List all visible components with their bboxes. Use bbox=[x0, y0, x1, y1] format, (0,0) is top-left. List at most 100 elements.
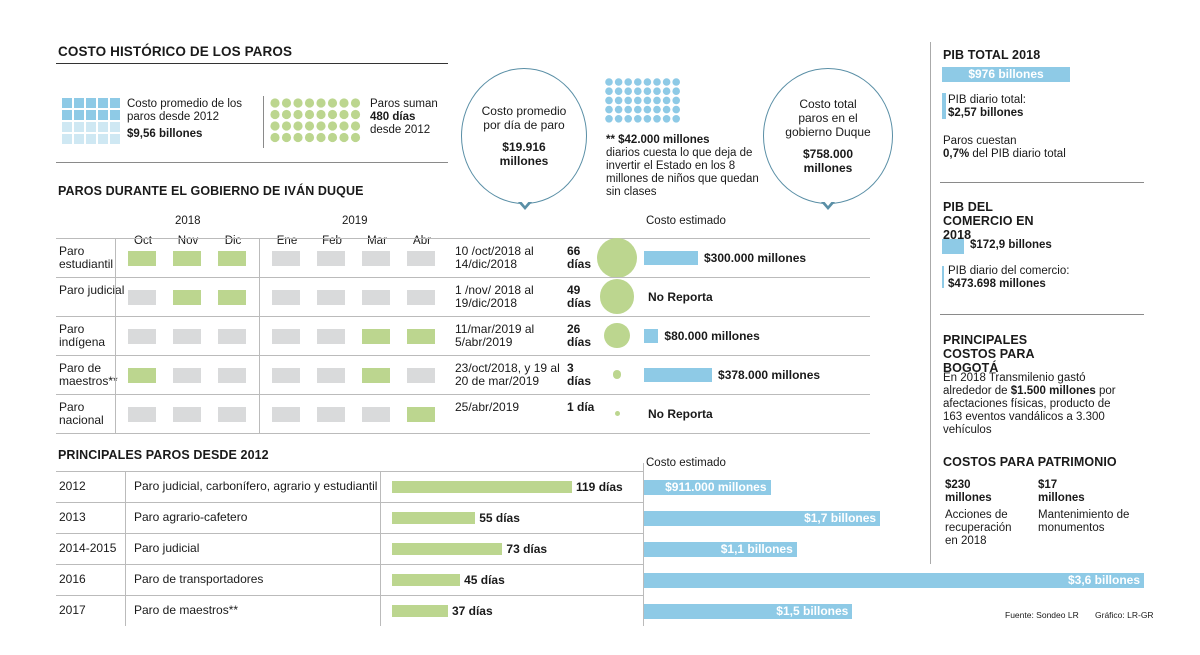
month-header-oct: Oct bbox=[134, 235, 152, 247]
since-days-bar bbox=[392, 573, 461, 586]
since-row-rule bbox=[56, 564, 644, 565]
duque-row-days: 49 días bbox=[567, 282, 592, 310]
month-inactive-cell bbox=[407, 367, 435, 383]
pib-daily-value: $2,57 billones bbox=[948, 107, 1024, 119]
since-cost-bar: $1,7 billones bbox=[644, 510, 881, 526]
bogota-text-1: En 2018 Transmilenio gastó alrededor de bbox=[943, 372, 1086, 397]
month-inactive-cell bbox=[272, 250, 300, 266]
duque-col-rule bbox=[259, 238, 260, 433]
month-active-cell bbox=[218, 250, 246, 266]
month-header-dic: Dic bbox=[224, 235, 242, 247]
blue-dot bbox=[653, 105, 661, 114]
month-active-cell bbox=[407, 406, 435, 422]
blue-dot bbox=[672, 78, 680, 86]
main-title: COSTO HISTÓRICO DE LOS PAROS bbox=[58, 44, 293, 59]
month-inactive-cell bbox=[173, 328, 201, 344]
paros-value: 480 días bbox=[370, 111, 416, 123]
green-dot bbox=[339, 98, 349, 108]
duque-row-name: Paro indígena bbox=[59, 321, 106, 349]
since-col-rule bbox=[380, 471, 381, 626]
summary-bottom-rule bbox=[56, 162, 448, 163]
since-cost-label: $1,7 billones bbox=[804, 510, 877, 525]
comercio-daily-label: PIB diario del comercio: bbox=[948, 265, 1070, 277]
bubble-duque-value: $758.000 millones bbox=[802, 147, 854, 175]
blue-dot bbox=[614, 105, 623, 114]
duque-cost-bar bbox=[644, 328, 659, 343]
pib-daily-label: PIB diario total: bbox=[948, 94, 1026, 106]
green-dot bbox=[327, 109, 338, 120]
pat2-text: Mantenimiento de monumentos bbox=[1038, 509, 1130, 534]
blue-dot bbox=[624, 115, 632, 123]
month-header-nov: Nov bbox=[177, 235, 199, 247]
month-inactive-cell bbox=[272, 328, 300, 344]
green-dot bbox=[339, 121, 349, 131]
month-active-cell bbox=[173, 289, 201, 305]
duque-title: PAROS DURANTE EL GOBIERNO DE IVÁN DUQUE bbox=[58, 184, 364, 198]
month-active-cell bbox=[173, 250, 201, 266]
bogota-text: En 2018 Transmilenio gastó alrededor de … bbox=[943, 372, 1123, 437]
duque-row-rule bbox=[56, 433, 870, 434]
green-dot bbox=[281, 109, 292, 120]
bubble-daily-cost: Costo promedio por día de paro $19.916 m… bbox=[461, 68, 587, 204]
month-inactive-cell bbox=[272, 406, 300, 422]
blue-dot bbox=[605, 105, 613, 114]
month-inactive-cell bbox=[173, 406, 201, 422]
month-inactive-cell bbox=[362, 250, 390, 266]
comercio-bar bbox=[942, 239, 964, 254]
month-inactive-cell bbox=[317, 328, 345, 344]
since-cost-bar: $911.000 millones bbox=[644, 479, 771, 495]
blue-dot bbox=[634, 87, 642, 95]
since-row-year: 2013 bbox=[59, 509, 86, 524]
blue-dot bbox=[624, 105, 632, 114]
blue-dot bbox=[605, 96, 613, 105]
duque-cost-header: Costo estimado bbox=[646, 215, 726, 227]
duque-row-rule bbox=[56, 355, 870, 356]
bogota-title: PRINCIPALES COSTOS PARA BOGOTÁ bbox=[943, 333, 1035, 375]
since-cost-label: $3,6 billones bbox=[1067, 572, 1140, 587]
bubble-duque-label: Costo total paros en el gobierno Duque bbox=[785, 97, 871, 139]
sidebar-rule-1 bbox=[940, 182, 1144, 183]
since-row-rule bbox=[56, 595, 644, 596]
blue-dot bbox=[672, 105, 680, 114]
duque-row-name: Paro estudiantil bbox=[59, 243, 114, 271]
blue-dot bbox=[605, 115, 613, 123]
duque-row-dates: 10 /oct/2018 al 14/dic/2018 bbox=[455, 243, 534, 271]
duque-row-days: 26 días bbox=[567, 321, 592, 349]
month-header-ene: Ene bbox=[276, 235, 298, 247]
month-inactive-cell bbox=[362, 289, 390, 305]
duque-col-rule bbox=[115, 238, 116, 433]
green-dot bbox=[316, 132, 326, 143]
blue-dot bbox=[662, 96, 671, 105]
month-inactive-cell bbox=[218, 367, 246, 383]
month-header-mar: Mar bbox=[367, 235, 387, 247]
since-row-rule bbox=[56, 533, 644, 534]
blue-dot bbox=[614, 87, 623, 95]
since-row-name: Paro de transportadores bbox=[134, 571, 264, 586]
since-days-bar bbox=[392, 604, 448, 617]
green-dot bbox=[281, 98, 292, 108]
green-dot bbox=[327, 98, 338, 108]
green-dot bbox=[304, 109, 315, 120]
blue-dots-icon bbox=[605, 78, 685, 124]
duque-row-rule bbox=[56, 316, 870, 317]
duque-cost-bar bbox=[644, 250, 698, 265]
since-row-name: Paro de maestros** bbox=[134, 602, 239, 617]
bubble-daily-tail bbox=[518, 202, 532, 210]
duque-cost-label: No Reporta bbox=[648, 406, 713, 421]
green-dot bbox=[350, 121, 361, 131]
bubble-daily-tail-inner bbox=[520, 200, 530, 206]
since-cost-label: $1,5 billones bbox=[776, 603, 849, 618]
since-days-label: 55 días bbox=[479, 510, 520, 525]
avg-cost-label: Costo promedio de los paros desde 2012 bbox=[127, 98, 243, 123]
bubble-duque-tail-inner bbox=[823, 200, 833, 206]
bubble-daily-value: $19.916 millones bbox=[499, 140, 549, 168]
blue-dot bbox=[614, 115, 623, 123]
sidebar-rule-2 bbox=[940, 314, 1144, 315]
pib-value: $976 billones bbox=[968, 67, 1044, 81]
comercio-daily-value: $473.698 millones bbox=[948, 278, 1046, 290]
bogota-value: $1.500 millones bbox=[1010, 385, 1096, 397]
since-days-label: 37 días bbox=[451, 603, 493, 618]
blue-dot bbox=[605, 87, 613, 95]
duration-circle bbox=[597, 237, 637, 278]
blue-dot bbox=[614, 96, 623, 105]
